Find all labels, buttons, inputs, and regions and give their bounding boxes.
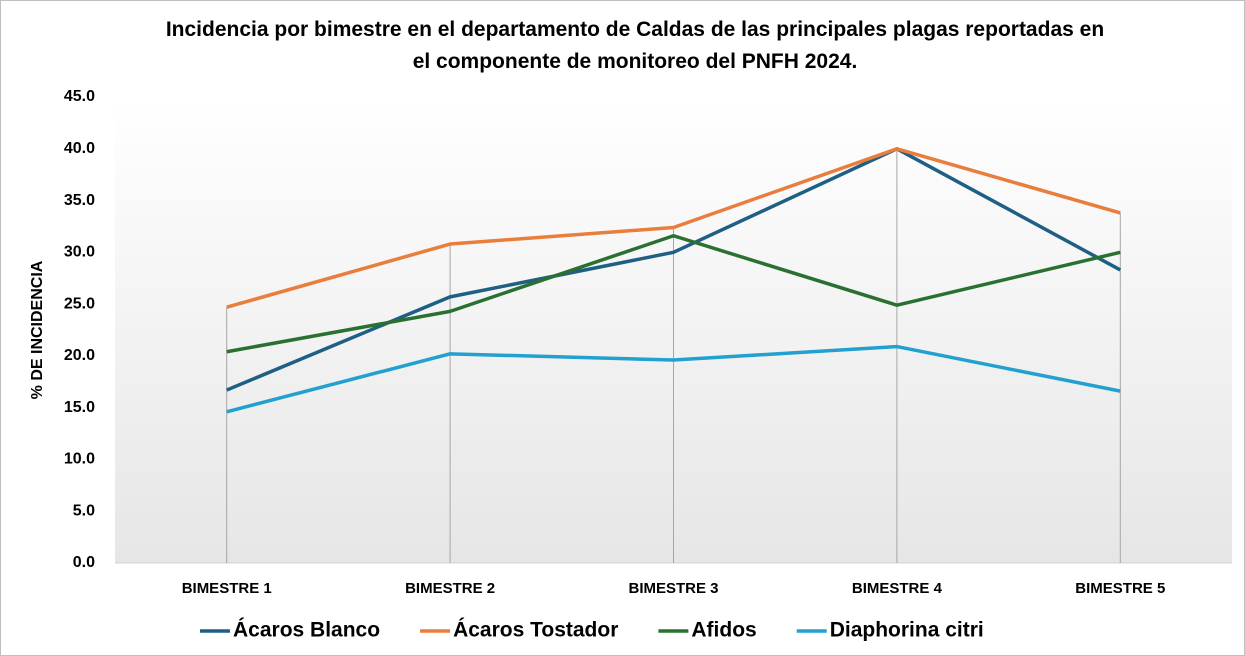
y-tick-label: 5.0 (73, 502, 95, 519)
legend-label: Ácaros Blanco (233, 619, 380, 642)
y-tick-label: 45.0 (64, 88, 95, 105)
x-tick-label: BIMESTRE 1 (182, 580, 272, 597)
series-line (226, 147, 1122, 392)
y-tick-label: 15.0 (64, 399, 95, 416)
y-tick-label: 20.0 (64, 347, 95, 364)
legend-label: Afidos (691, 619, 756, 642)
y-tick-label: 10.0 (64, 451, 95, 468)
series-line (226, 344, 1121, 414)
y-tick-label: 40.0 (64, 140, 95, 157)
legend-label: Diaphorina citri (830, 619, 984, 642)
legend-label: Ácaros Tostador (453, 619, 618, 642)
x-tick-label: BIMESTRE 3 (628, 580, 718, 597)
x-tick-label: BIMESTRE 4 (852, 580, 943, 597)
y-tick-label: 0.0 (73, 554, 95, 571)
y-tick-label: 30.0 (64, 244, 95, 261)
y-tick-label: 25.0 (64, 295, 95, 312)
y-axis-label: % DE INCIDENCIA (29, 260, 46, 399)
series-line (226, 234, 1121, 354)
chart-title: Incidencia por bimestre en el departamen… (165, 18, 1105, 73)
x-tick-label: BIMESTRE 5 (1075, 580, 1165, 597)
y-tick-label: 35.0 (64, 192, 95, 209)
x-tick-label: BIMESTRE 2 (405, 580, 495, 597)
series-line (226, 147, 1121, 309)
